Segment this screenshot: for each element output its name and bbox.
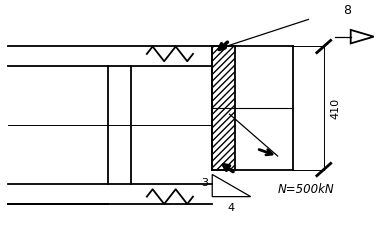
Text: N=500kN: N=500kN	[278, 183, 334, 196]
Text: 4: 4	[228, 203, 235, 213]
Bar	[212, 47, 235, 170]
Text: 410: 410	[330, 97, 340, 119]
Text: 3: 3	[201, 178, 208, 188]
Text: 8: 8	[343, 4, 351, 17]
